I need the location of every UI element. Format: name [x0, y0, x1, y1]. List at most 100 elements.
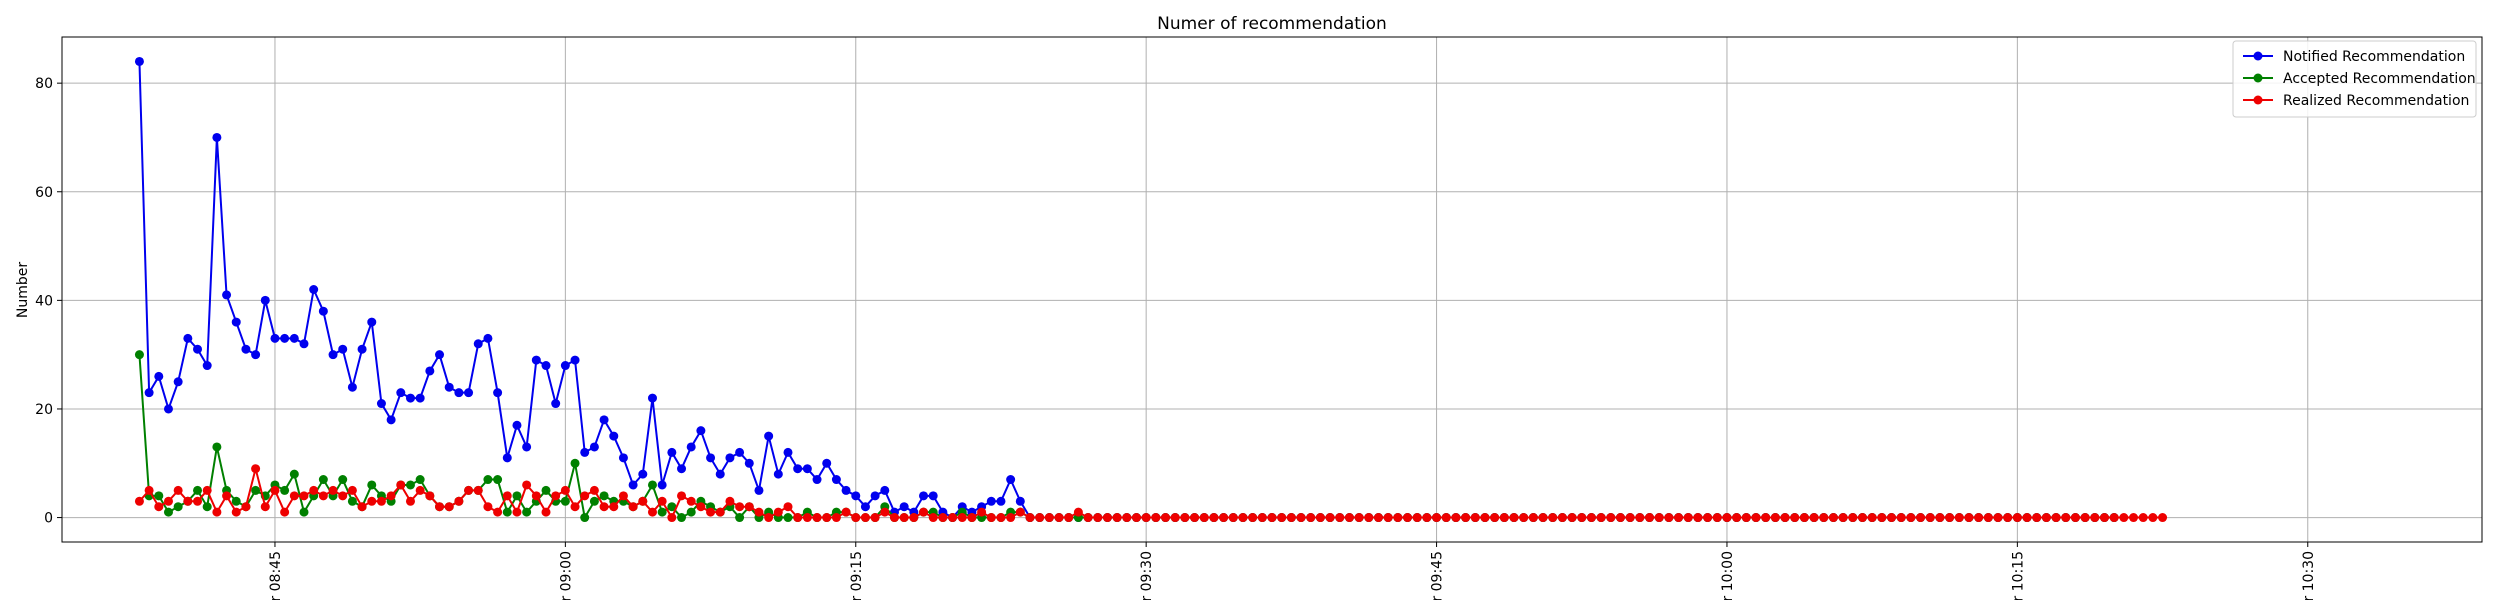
data-point: [1151, 513, 1161, 523]
data-point: [1499, 513, 1509, 523]
data-point: [241, 502, 251, 512]
data-point: [231, 496, 241, 506]
data-point: [1306, 513, 1316, 523]
x-tick-label: r 09:00: [558, 551, 574, 600]
data-point: [376, 399, 386, 409]
data-point: [638, 469, 648, 479]
data-point: [2051, 513, 2061, 523]
data-point: [667, 513, 677, 523]
x-tick-label: r 08:45: [268, 551, 284, 600]
data-point: [1073, 507, 1083, 517]
data-point: [1954, 513, 1964, 523]
data-point: [1490, 513, 1500, 523]
data-point: [338, 491, 348, 501]
data-point: [1441, 513, 1451, 523]
data-point: [889, 513, 899, 523]
data-point: [1112, 513, 1122, 523]
data-point: [163, 404, 173, 414]
data-point: [919, 507, 929, 517]
data-point: [870, 513, 880, 523]
data-point: [134, 350, 144, 360]
data-point: [347, 382, 357, 392]
data-point: [251, 350, 261, 360]
data-point: [396, 480, 406, 490]
data-point: [134, 56, 144, 66]
data-point: [541, 485, 551, 495]
data-point: [173, 502, 183, 512]
data-point: [1102, 513, 1112, 523]
legend-label: Realized Recommendation: [2283, 93, 2469, 109]
data-point: [551, 491, 561, 501]
y-tick-label: 40: [35, 293, 53, 309]
data-point: [899, 513, 909, 523]
data-point: [793, 513, 803, 523]
data-point: [289, 491, 299, 501]
data-point: [1887, 513, 1897, 523]
data-point: [589, 496, 599, 506]
data-point: [1373, 513, 1383, 523]
data-point: [163, 507, 173, 517]
data-point: [715, 469, 725, 479]
data-point: [851, 491, 861, 501]
data-point: [280, 485, 290, 495]
data-point: [677, 513, 687, 523]
data-point: [1596, 513, 1606, 523]
data-point: [1315, 513, 1325, 523]
data-point: [1664, 513, 1674, 523]
data-point: [415, 393, 425, 403]
data-point: [318, 475, 328, 485]
data-point: [754, 507, 764, 517]
data-point: [570, 355, 580, 365]
data-point: [367, 496, 377, 506]
data-point: [1916, 513, 1926, 523]
data-point: [1722, 513, 1732, 523]
data-point: [841, 485, 851, 495]
data-point: [1470, 513, 1480, 523]
data-point: [260, 295, 270, 305]
data-point: [880, 485, 890, 495]
data-point: [725, 496, 735, 506]
data-point: [1761, 513, 1771, 523]
data-point: [938, 513, 948, 523]
chart-title: Numer of recommendation: [1157, 14, 1387, 34]
data-point: [163, 496, 173, 506]
data-point: [1683, 513, 1693, 523]
data-point: [222, 491, 232, 501]
data-point: [1161, 513, 1171, 523]
data-point: [212, 442, 222, 452]
data-point: [686, 496, 696, 506]
data-point: [260, 502, 270, 512]
y-axis-label: Number: [15, 262, 31, 318]
data-point: [735, 447, 745, 457]
data-point: [1645, 513, 1655, 523]
data-point: [928, 513, 938, 523]
data-point: [628, 480, 638, 490]
data-point: [628, 502, 638, 512]
data-point: [725, 453, 735, 463]
data-point: [405, 496, 415, 506]
data-point: [1538, 513, 1548, 523]
data-point: [677, 491, 687, 501]
data-point: [1131, 513, 1141, 523]
data-point: [686, 442, 696, 452]
data-point: [154, 371, 164, 381]
data-point: [667, 502, 677, 512]
data-point: [793, 464, 803, 474]
data-point: [831, 475, 841, 485]
data-point: [764, 431, 774, 441]
data-point: [386, 491, 396, 501]
data-point: [1848, 513, 1858, 523]
data-point: [919, 491, 929, 501]
data-point: [367, 480, 377, 490]
data-point: [493, 475, 503, 485]
data-point: [1364, 513, 1374, 523]
data-point: [2109, 513, 2119, 523]
data-point: [657, 496, 667, 506]
data-point: [309, 485, 319, 495]
data-point: [1780, 513, 1790, 523]
data-point: [1906, 513, 1916, 523]
data-point: [1964, 513, 1974, 523]
data-point: [677, 464, 687, 474]
data-point: [522, 442, 532, 452]
